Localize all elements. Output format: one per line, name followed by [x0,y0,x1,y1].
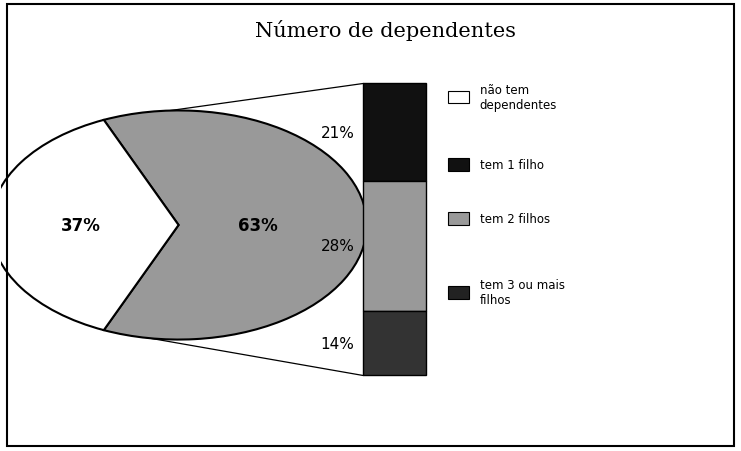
Text: não tem
dependentes: não tem dependentes [479,84,557,112]
Bar [448,286,469,299]
Text: tem 2 filhos: tem 2 filhos [479,212,550,225]
Text: 28%: 28% [320,239,354,253]
Text: 63%: 63% [238,216,277,235]
Bar [363,181,426,311]
Text: tem 3 ou mais
filhos: tem 3 ou mais filhos [479,279,565,307]
Bar [363,311,426,376]
Text: Número de dependentes: Número de dependentes [255,20,516,41]
Text: tem 1 filho: tem 1 filho [479,158,544,171]
Wedge shape [104,111,367,340]
Text: 14%: 14% [320,336,354,351]
Bar [448,92,469,104]
Bar [448,212,469,225]
Text: 37%: 37% [61,216,101,235]
Bar [363,84,426,181]
Bar [448,159,469,171]
Text: 21%: 21% [320,125,354,140]
Wedge shape [0,120,179,331]
